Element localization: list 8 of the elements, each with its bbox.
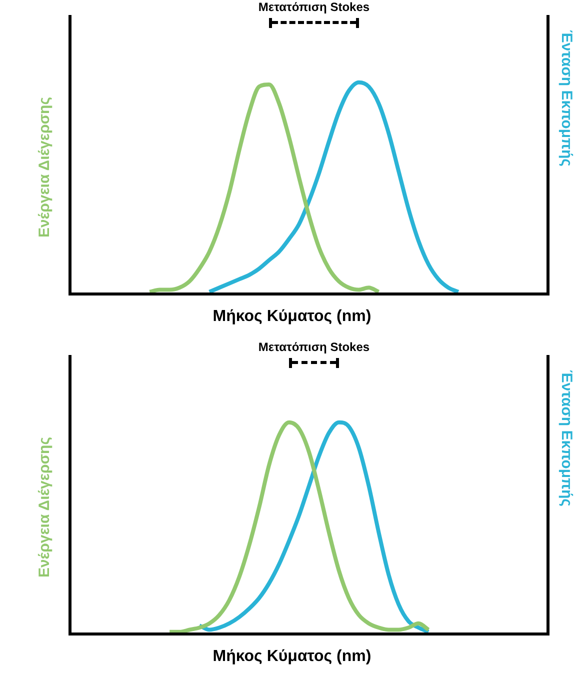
x-axis-title: Μήκος Κύματος (nm) <box>212 308 372 326</box>
x-axis-title: Μήκος Κύματος (nm) <box>212 648 372 666</box>
y2-axis-title: Ένταση Εκπομπής <box>558 30 575 166</box>
text: Μετατόπιση Stokes <box>258 0 370 14</box>
text: Μετατόπιση Stokes <box>258 340 370 354</box>
y-axis-title: Ενέργεια Διέγερσης <box>36 96 53 238</box>
y-axis-title: Ενέργεια Διέγερσης <box>36 436 53 578</box>
y2-axis-title: Ένταση Εκπομπής <box>558 370 575 506</box>
